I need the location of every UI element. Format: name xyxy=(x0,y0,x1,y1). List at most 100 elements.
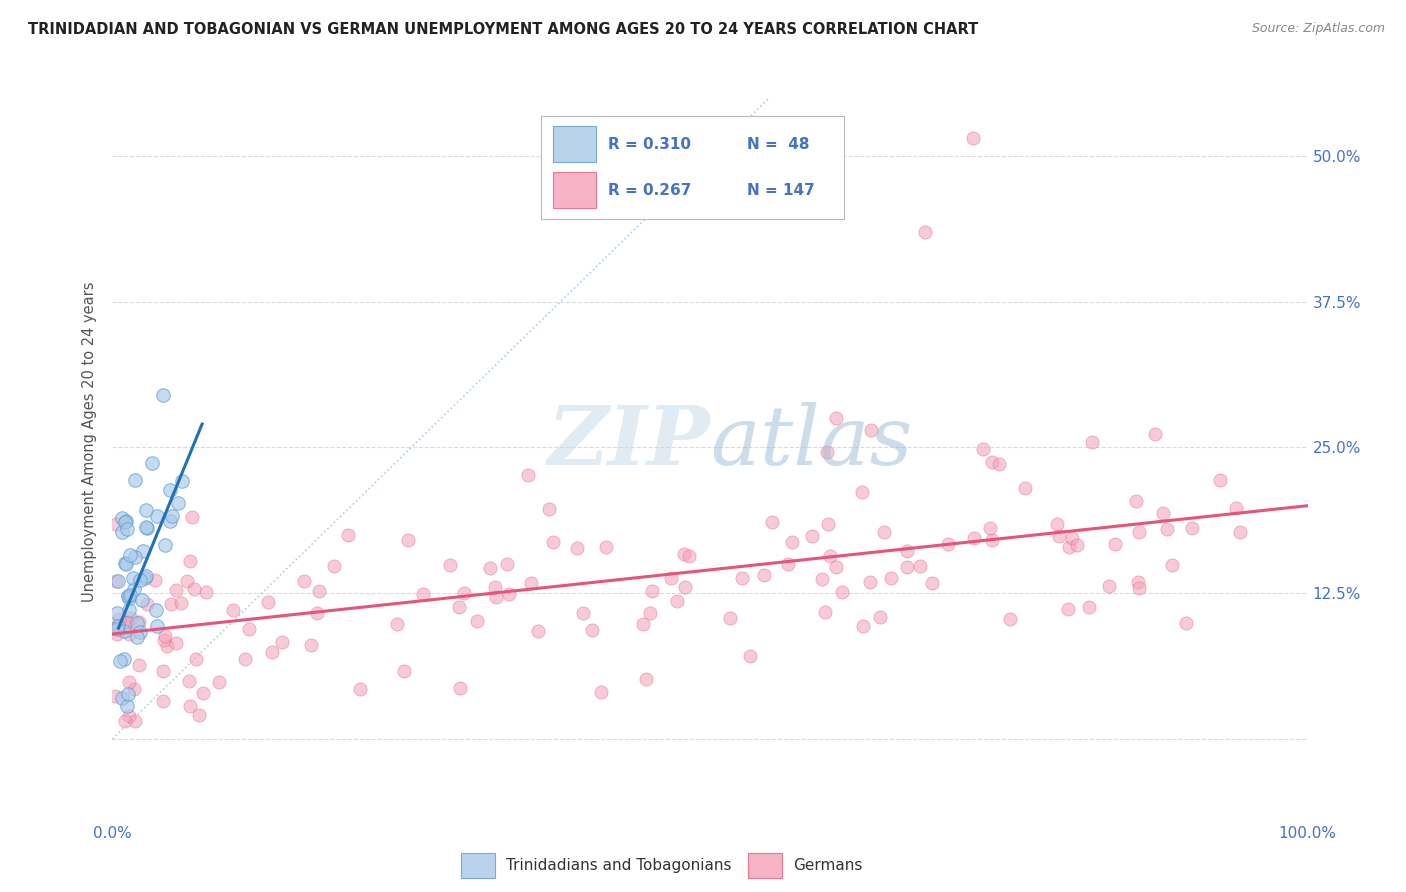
Point xyxy=(392,665,415,679)
Point xyxy=(118,602,141,616)
Point xyxy=(128,615,150,629)
Point xyxy=(498,587,520,601)
Point xyxy=(1160,558,1182,572)
Point xyxy=(107,574,129,589)
Point xyxy=(152,388,174,402)
FancyBboxPatch shape xyxy=(748,853,782,878)
Point xyxy=(104,517,127,532)
Point xyxy=(1066,538,1088,552)
Point xyxy=(517,468,540,483)
Point xyxy=(673,580,696,594)
Point xyxy=(449,681,471,695)
Point xyxy=(1152,506,1174,520)
Point xyxy=(852,618,875,632)
Point xyxy=(541,535,564,549)
Point xyxy=(1225,500,1247,515)
Point xyxy=(1156,522,1178,536)
Point xyxy=(233,652,256,666)
Point xyxy=(145,603,167,617)
Point xyxy=(105,627,128,641)
Point xyxy=(908,558,931,573)
Point xyxy=(831,585,853,599)
Point xyxy=(124,550,146,565)
Text: N = 147: N = 147 xyxy=(747,183,814,198)
Point xyxy=(107,619,129,633)
Point xyxy=(155,539,177,553)
Point xyxy=(659,571,682,585)
Point xyxy=(115,615,138,630)
Point xyxy=(1057,540,1080,554)
Point xyxy=(1060,531,1083,545)
Point xyxy=(159,515,181,529)
Point xyxy=(581,624,603,638)
Point xyxy=(981,455,1004,469)
Point xyxy=(107,612,129,626)
Point xyxy=(754,567,776,582)
Point xyxy=(115,522,138,536)
Point xyxy=(349,681,371,696)
Point xyxy=(565,541,588,555)
Point xyxy=(738,649,761,664)
Point xyxy=(222,603,245,617)
Point xyxy=(114,714,136,729)
Point xyxy=(120,548,142,562)
Text: N =  48: N = 48 xyxy=(747,136,810,152)
Point xyxy=(963,531,986,545)
Point xyxy=(111,524,134,539)
Point xyxy=(595,541,617,555)
Point xyxy=(1125,494,1147,508)
Point xyxy=(731,571,754,585)
Point xyxy=(292,574,315,588)
Point xyxy=(124,473,146,487)
Point xyxy=(117,589,139,603)
Point xyxy=(817,517,839,532)
Point xyxy=(153,633,176,648)
Point xyxy=(914,225,936,239)
Point xyxy=(496,557,519,571)
Point xyxy=(114,515,136,529)
Text: atlas: atlas xyxy=(710,401,912,482)
FancyBboxPatch shape xyxy=(554,127,596,162)
Point xyxy=(938,537,960,551)
Point xyxy=(143,573,166,587)
Point xyxy=(638,606,661,620)
Point xyxy=(962,131,984,145)
Point xyxy=(112,652,135,666)
Text: Trinidadians and Tobagonians: Trinidadians and Tobagonians xyxy=(506,858,731,872)
Point xyxy=(824,411,846,425)
Point xyxy=(851,484,873,499)
Point xyxy=(127,630,149,644)
Point xyxy=(921,575,943,590)
Point xyxy=(896,544,918,558)
Point xyxy=(1098,579,1121,593)
Point xyxy=(1047,529,1070,543)
Point xyxy=(256,594,278,608)
Point xyxy=(485,590,508,604)
Point xyxy=(115,699,138,714)
Point xyxy=(526,624,548,639)
Point xyxy=(636,672,658,686)
Point xyxy=(122,571,145,585)
Point xyxy=(141,456,163,470)
Point xyxy=(860,423,883,437)
Point xyxy=(170,596,193,610)
Text: Source: ZipAtlas.com: Source: ZipAtlas.com xyxy=(1251,22,1385,36)
Point xyxy=(134,503,156,517)
Point xyxy=(134,571,156,585)
Point xyxy=(183,582,205,597)
Point xyxy=(591,685,613,699)
Point xyxy=(117,709,139,723)
Point xyxy=(572,606,595,620)
Point xyxy=(672,547,695,561)
Point xyxy=(177,673,200,688)
Point xyxy=(453,586,475,600)
Point xyxy=(631,617,654,632)
Point xyxy=(120,611,142,625)
Text: ZIP: ZIP xyxy=(547,401,710,482)
Point xyxy=(811,572,834,586)
Point xyxy=(118,591,141,606)
Point xyxy=(172,474,194,488)
Point xyxy=(396,533,419,548)
Point xyxy=(105,622,128,636)
Point xyxy=(1128,581,1150,595)
